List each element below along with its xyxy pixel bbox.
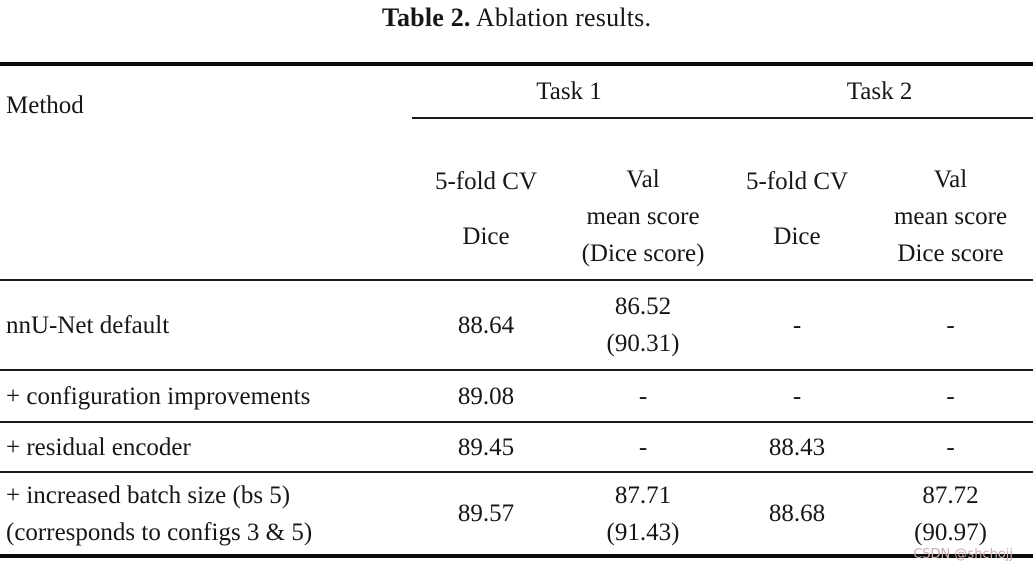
subheader-line: 5-fold CV (434, 168, 538, 195)
subheader-line: mean score (586, 203, 700, 230)
column-header-task2-cv-dice: 5-fold CV Dice (726, 118, 869, 281)
value-line: - (946, 382, 955, 410)
table-row: nnU-Net default 88.64 86.52 (90.31) - - (0, 280, 1033, 371)
value-cell: 88.43 (726, 422, 869, 473)
value-cell: 87.71 (91.43) (560, 472, 726, 556)
value-cell: 88.64 (412, 280, 560, 371)
value-cell: - (726, 370, 869, 423)
column-group-task2: Task 2 (726, 64, 1033, 119)
method-line: (corresponds to configs 3 & 5) (6, 518, 313, 546)
value-cell: - (560, 422, 727, 473)
header-group-row: Method Task 1 Task 2 (0, 64, 1033, 281)
column-header-task2-val-mean: Val mean score Dice score (868, 118, 1033, 281)
value-line: 88.68 (768, 500, 826, 527)
value-line: - (638, 382, 648, 410)
value-cell: 89.08 (412, 370, 560, 423)
value-line: - (638, 433, 648, 461)
value-line: 87.72 (922, 481, 979, 509)
value-cell: - (868, 422, 1033, 473)
header-sub-row: 5-fold CV Dice Val mean score (Dice scor… (0, 118, 1033, 281)
caption-text: Ablation results. (475, 3, 652, 32)
value-line: - (792, 311, 802, 339)
value-cell: - (868, 280, 1033, 371)
value-line: (90.97) (914, 518, 987, 546)
value-line: 86.52 (614, 293, 672, 320)
value-line: - (792, 382, 802, 410)
value-cell: 88.68 (726, 472, 868, 556)
value-cell: 89.45 (412, 422, 560, 473)
table-caption: Table 2. Ablation results. (0, 0, 1033, 62)
value-line: (90.31) (606, 330, 680, 357)
method-line: + increased batch size (bs 5) (6, 481, 291, 509)
method-cell: + increased batch size (bs 5) (correspon… (0, 472, 412, 556)
subheader-line: Dice score (897, 240, 1004, 267)
value-line: 88.64 (457, 311, 515, 339)
value-line: (91.43) (606, 518, 680, 546)
table-row: + increased batch size (bs 5) (correspon… (0, 472, 1033, 556)
value-cell: 89.57 (412, 472, 560, 556)
method-cell: nnU-Net default (0, 280, 412, 371)
method-line: + residual encoder (6, 433, 191, 461)
ablation-results-table: Method Task 1 Task 2 5-fold CV Dice Val … (0, 62, 1033, 558)
subheader-line: 5-fold CV (745, 168, 849, 195)
method-cell: + residual encoder (0, 422, 412, 473)
value-cell: 86.52 (90.31) (560, 280, 727, 371)
value-line: - (946, 433, 955, 461)
value-line: 89.57 (457, 500, 515, 527)
column-group-task1: Task 1 (412, 64, 727, 119)
subheader-line: Dice (773, 223, 821, 250)
value-cell: - (868, 370, 1033, 423)
column-header-task1-cv-dice: 5-fold CV Dice (412, 118, 560, 281)
method-line: nnU-Net default (6, 311, 170, 339)
value-cell: 87.72 (90.97) (868, 472, 1033, 556)
subheader-line: (Dice score) (581, 240, 705, 267)
subheader-line: Dice (462, 223, 510, 250)
value-cell: - (726, 280, 869, 371)
table-row: + residual encoder 89.45 - 88.43 - (0, 422, 1033, 473)
value-line: 87.71 (614, 481, 672, 509)
subheader-line: Val (626, 166, 660, 193)
subheader-line: Val (933, 166, 968, 193)
value-line: 89.08 (457, 382, 515, 410)
method-line: + configuration improvements (6, 382, 311, 410)
subheader-line: mean score (893, 203, 1008, 230)
method-cell: + configuration improvements (0, 370, 412, 423)
column-header-task1-val-mean: Val mean score (Dice score) (560, 118, 727, 281)
column-header-method: Method (0, 64, 412, 281)
value-cell: - (560, 370, 727, 423)
value-line: 89.45 (457, 433, 515, 461)
caption-label: Table 2. (381, 3, 471, 32)
value-line: - (946, 311, 955, 339)
value-line: 88.43 (768, 433, 826, 461)
table-row: + configuration improvements 89.08 - - - (0, 370, 1033, 423)
